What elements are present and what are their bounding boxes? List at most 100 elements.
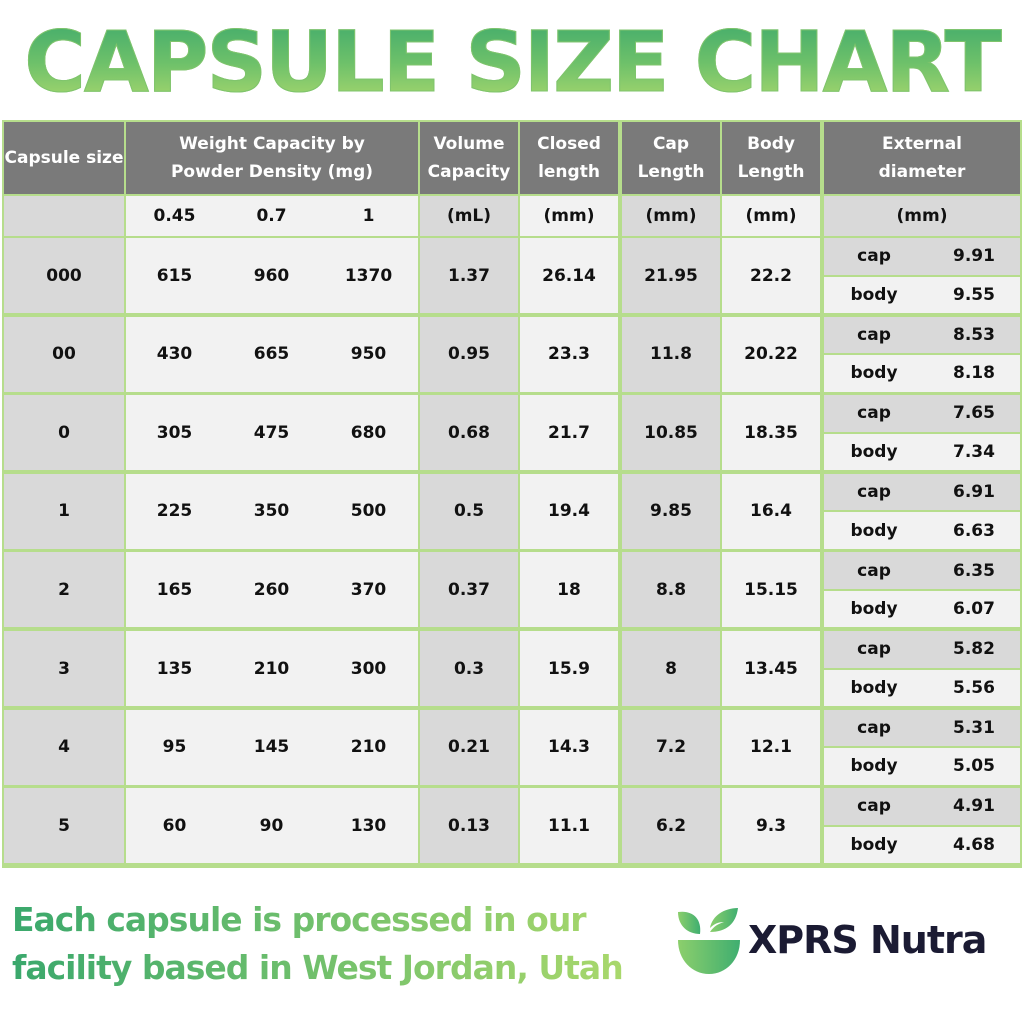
- header-external-diameter: External diameter: [824, 122, 1020, 194]
- row-cap-length: 10.85: [622, 395, 720, 471]
- row-weight-1: 960: [253, 265, 290, 286]
- row-capsule-size: 000: [4, 238, 124, 313]
- page-title: CAPSULE SIZE CHART: [0, 12, 1024, 112]
- diameter-cap-label: cap: [857, 482, 891, 503]
- row-body-length: 18.35: [722, 395, 820, 471]
- density-2: 1: [362, 206, 375, 226]
- diameter-cap-value: 8.53: [953, 324, 995, 345]
- diameter-body-label: body: [850, 441, 898, 462]
- row-weight-bg: [126, 238, 418, 313]
- row-capsule-size: 2: [4, 552, 124, 628]
- row-body-length: 16.4: [722, 473, 820, 549]
- row-volume: 1.37: [420, 238, 518, 313]
- diameter-cap-label: cap: [857, 324, 891, 345]
- row-weight-2: 1370: [344, 265, 393, 286]
- row-diameter-body-bg: [824, 355, 1020, 392]
- row-diameter-body-bg: [824, 590, 1020, 628]
- row-volume: 0.21: [420, 709, 518, 785]
- row-weight-bg: [126, 788, 418, 864]
- row-diameter-cap-bg: [824, 709, 1020, 747]
- diameter-body-value: 6.63: [953, 520, 995, 541]
- row-weight-1: 90: [259, 815, 284, 836]
- units-closed: (mm): [520, 196, 618, 236]
- diameter-body-value: 6.07: [953, 599, 995, 620]
- row-capsule-size: 1: [4, 473, 124, 549]
- row-weight-0: 225: [156, 501, 193, 522]
- row-diameter-cap-bg: [824, 788, 1020, 825]
- row-diameter-body-bg: [824, 748, 1020, 785]
- row-weight-1: 665: [253, 344, 290, 365]
- row-body-length: 9.3: [722, 788, 820, 864]
- row-diameter-body-bg: [824, 512, 1020, 549]
- header-body-length: Body Length: [722, 122, 820, 194]
- diameter-body-value: 8.18: [953, 363, 995, 384]
- row-weight-1: 350: [253, 501, 290, 522]
- row-weight-1: 260: [253, 579, 290, 600]
- units-volume: (mL): [420, 196, 518, 236]
- row-volume: 0.95: [420, 316, 518, 392]
- row-closed-length: 18: [520, 552, 618, 628]
- row-diameter-body-bg: [824, 276, 1020, 313]
- row-capsule-size: 3: [4, 631, 124, 706]
- row-weight-1: 145: [253, 737, 290, 758]
- row-closed-length: 21.7: [520, 395, 618, 471]
- row-weight-2: 130: [350, 815, 387, 836]
- row-weight-0: 165: [156, 579, 193, 600]
- row-weight-2: 210: [350, 737, 387, 758]
- diameter-body-label: body: [850, 284, 898, 305]
- diameter-cap-label: cap: [857, 717, 891, 738]
- footer-line-1: Each capsule is processed in our: [12, 900, 586, 939]
- row-diameter-body-bg: [824, 433, 1020, 471]
- row-capsule-size: 5: [4, 788, 124, 864]
- header-weight-capacity: Weight Capacity by Powder Density (mg): [126, 122, 418, 194]
- row-diameter-cap-bg: [824, 631, 1020, 668]
- units-cap: (mm): [622, 196, 720, 236]
- header-closed-length: Closed length: [520, 122, 618, 194]
- diameter-cap-value: 6.91: [953, 482, 995, 503]
- header-volume-capacity: Volume Capacity: [420, 122, 518, 194]
- row-weight-bg: [126, 709, 418, 785]
- diameter-cap-label: cap: [857, 560, 891, 581]
- row-weight-2: 950: [350, 344, 387, 365]
- row-weight-bg: [126, 316, 418, 392]
- row-cap-length: 8: [622, 631, 720, 706]
- row-cap-length: 8.8: [622, 552, 720, 628]
- row-cap-length: 21.95: [622, 238, 720, 313]
- row-diameter-cap-bg: [824, 316, 1020, 354]
- row-body-length: 22.2: [722, 238, 820, 313]
- row-capsule-size: 00: [4, 316, 124, 392]
- diameter-body-label: body: [850, 520, 898, 541]
- diameter-cap-label: cap: [857, 246, 891, 267]
- row-weight-bg: [126, 473, 418, 549]
- row-weight-1: 475: [253, 422, 290, 443]
- diameter-cap-value: 5.31: [953, 717, 995, 738]
- diameter-body-label: body: [850, 756, 898, 777]
- row-volume: 0.3: [420, 631, 518, 706]
- row-body-length: 15.15: [722, 552, 820, 628]
- diameter-cap-value: 4.91: [953, 796, 995, 817]
- row-diameter-cap-bg: [824, 395, 1020, 432]
- row-diameter-body-bg: [824, 826, 1020, 864]
- row-closed-length: 14.3: [520, 709, 618, 785]
- diameter-body-label: body: [850, 363, 898, 384]
- row-closed-length: 15.9: [520, 631, 618, 706]
- diameter-body-value: 7.34: [953, 441, 995, 462]
- diameter-body-label: body: [850, 599, 898, 620]
- row-body-length: 20.22: [722, 316, 820, 392]
- row-closed-length: 23.3: [520, 316, 618, 392]
- row-cap-length: 7.2: [622, 709, 720, 785]
- row-closed-length: 11.1: [520, 788, 618, 864]
- row-volume: 0.37: [420, 552, 518, 628]
- diameter-cap-value: 7.65: [953, 403, 995, 424]
- row-closed-length: 26.14: [520, 238, 618, 313]
- diameter-cap-label: cap: [857, 403, 891, 424]
- units-diameter: (mm): [824, 196, 1020, 236]
- row-weight-2: 500: [350, 501, 387, 522]
- row-weight-0: 305: [156, 422, 193, 443]
- capsule-size-table: Capsule size Weight Capacity by Powder De…: [2, 120, 1022, 868]
- units-capsule-size: [4, 196, 124, 236]
- row-weight-0: 430: [156, 344, 193, 365]
- brand-name: XPRS Nutra: [748, 918, 987, 962]
- footer-text: Each capsule is processed in our facilit…: [12, 896, 623, 992]
- row-cap-length: 11.8: [622, 316, 720, 392]
